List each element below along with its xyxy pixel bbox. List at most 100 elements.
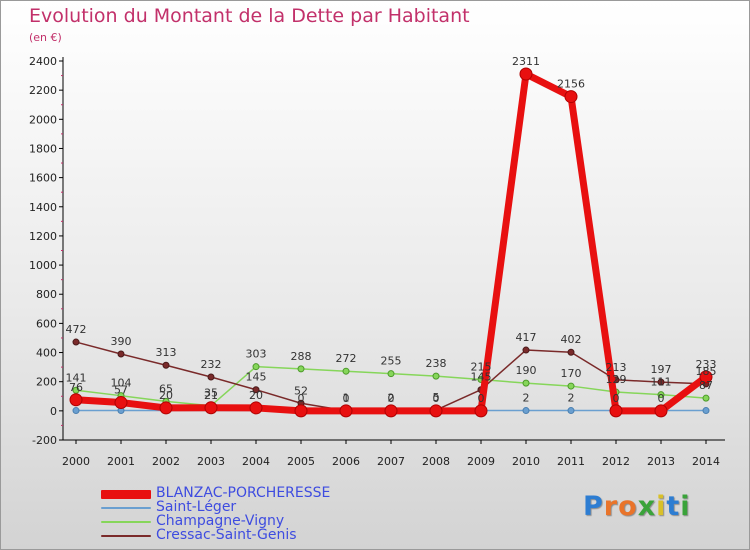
- y-tick-label: 600: [36, 317, 57, 330]
- data-point-2: [432, 372, 440, 380]
- data-point-0: [699, 370, 713, 384]
- data-point-2: [252, 363, 260, 371]
- data-label-0: 0: [298, 392, 305, 405]
- x-tick-label: 2001: [107, 455, 135, 468]
- data-point-2: [297, 365, 305, 373]
- data-label-2: 111: [651, 376, 672, 389]
- data-label-3: 185: [696, 365, 717, 378]
- x-tick-label: 2002: [152, 455, 180, 468]
- data-point-1: [702, 407, 710, 415]
- x-tick-label: 2004: [242, 455, 270, 468]
- data-label-3: 390: [111, 335, 132, 348]
- data-label-0: 2156: [557, 78, 585, 91]
- data-point-0: [519, 67, 533, 81]
- y-tick-label: 1000: [29, 259, 57, 272]
- y-tick-label: -200: [32, 434, 57, 447]
- legend-swatch: [101, 535, 151, 537]
- data-label-3: 232: [201, 358, 222, 371]
- data-label-3: 313: [156, 346, 177, 359]
- y-tick-label: 800: [36, 288, 57, 301]
- data-point-2: [702, 394, 710, 402]
- data-point-3: [567, 348, 575, 356]
- data-label-3: 2: [388, 392, 395, 405]
- data-label-0: 0: [388, 392, 395, 405]
- data-label-3: 145: [471, 371, 492, 384]
- data-point-0: [249, 401, 263, 415]
- data-point-3: [657, 378, 665, 386]
- data-point-0: [159, 401, 173, 415]
- data-point-3: [252, 386, 260, 394]
- data-point-3: [72, 338, 80, 346]
- data-label-2: 215: [471, 361, 492, 374]
- data-label-0: 233: [696, 358, 717, 371]
- data-label-0: 2311: [512, 55, 540, 68]
- data-point-3: [117, 350, 125, 358]
- data-point-0: [339, 404, 353, 418]
- data-point-3: [522, 346, 530, 354]
- y-tick-label: 1600: [29, 172, 57, 185]
- data-label-2: 272: [336, 352, 357, 365]
- legend-label: Saint-Léger: [156, 499, 237, 515]
- data-label-0: 0: [613, 392, 620, 405]
- x-tick-label: 2006: [332, 455, 360, 468]
- data-label-2: 288: [291, 350, 312, 363]
- y-tick-label: 400: [36, 347, 57, 360]
- x-tick-label: 2007: [377, 455, 405, 468]
- data-label-3: 417: [516, 331, 537, 344]
- legend-item: Cressac-Saint-Genis: [101, 527, 361, 543]
- data-label-0: 20: [249, 389, 263, 402]
- data-label-0: 0: [433, 392, 440, 405]
- data-label-0: 20: [159, 389, 173, 402]
- data-point-0: [294, 404, 308, 418]
- data-label-0: 76: [69, 381, 83, 394]
- y-tick-label: 0: [50, 405, 57, 418]
- x-tick-label: 2010: [512, 455, 540, 468]
- legend-swatch: [101, 507, 151, 509]
- data-label-0: 57: [114, 384, 128, 397]
- x-tick-label: 2013: [647, 455, 675, 468]
- y-tick-label: 200: [36, 376, 57, 389]
- y-tick-label: 1200: [29, 230, 57, 243]
- legend-swatch: [101, 521, 151, 523]
- legend-item: BLANZAC-PORCHERESSE: [101, 485, 361, 501]
- data-point-0: [654, 404, 668, 418]
- data-label-3: 52: [294, 384, 308, 397]
- y-tick-label: 2400: [29, 55, 57, 68]
- y-tick-label: 2000: [29, 113, 57, 126]
- x-tick-label: 2011: [557, 455, 585, 468]
- data-label-2: 87: [699, 379, 713, 392]
- chart-unit: (en €): [29, 31, 62, 44]
- data-point-0: [69, 393, 83, 407]
- data-label-2: 35: [204, 387, 218, 400]
- x-tick-label: 2014: [692, 455, 720, 468]
- data-label-0: 0: [658, 392, 665, 405]
- data-label-3: 145: [246, 371, 267, 384]
- data-label-0: 0: [343, 392, 350, 405]
- data-point-0: [609, 404, 623, 418]
- data-point-2: [657, 391, 665, 399]
- data-label-3: 472: [66, 323, 87, 336]
- data-label-2: 303: [246, 348, 267, 361]
- y-tick-label: 1800: [29, 142, 57, 155]
- legend-label: Champagne-Vigny: [156, 513, 285, 529]
- legend-label: Cressac-Saint-Genis: [156, 527, 297, 543]
- data-label-2: 255: [381, 355, 402, 368]
- x-tick-label: 2005: [287, 455, 315, 468]
- legend-label: BLANZAC-PORCHERESSE: [156, 485, 331, 501]
- data-point-3: [207, 373, 215, 381]
- data-label-2: 190: [516, 364, 537, 377]
- x-tick-label: 2000: [62, 455, 90, 468]
- data-label-1: 2: [523, 392, 530, 405]
- data-label-2: 65: [159, 382, 173, 395]
- data-label-1: 2: [568, 392, 575, 405]
- proxiti-logo: Proxiti: [583, 491, 691, 522]
- data-point-2: [342, 367, 350, 375]
- data-point-0: [384, 404, 398, 418]
- data-label-3: 402: [561, 333, 582, 346]
- data-label-2: 141: [66, 371, 87, 384]
- data-point-3: [162, 361, 170, 369]
- x-tick-label: 2003: [197, 455, 225, 468]
- x-tick-label: 2009: [467, 455, 495, 468]
- data-point-0: [114, 396, 128, 410]
